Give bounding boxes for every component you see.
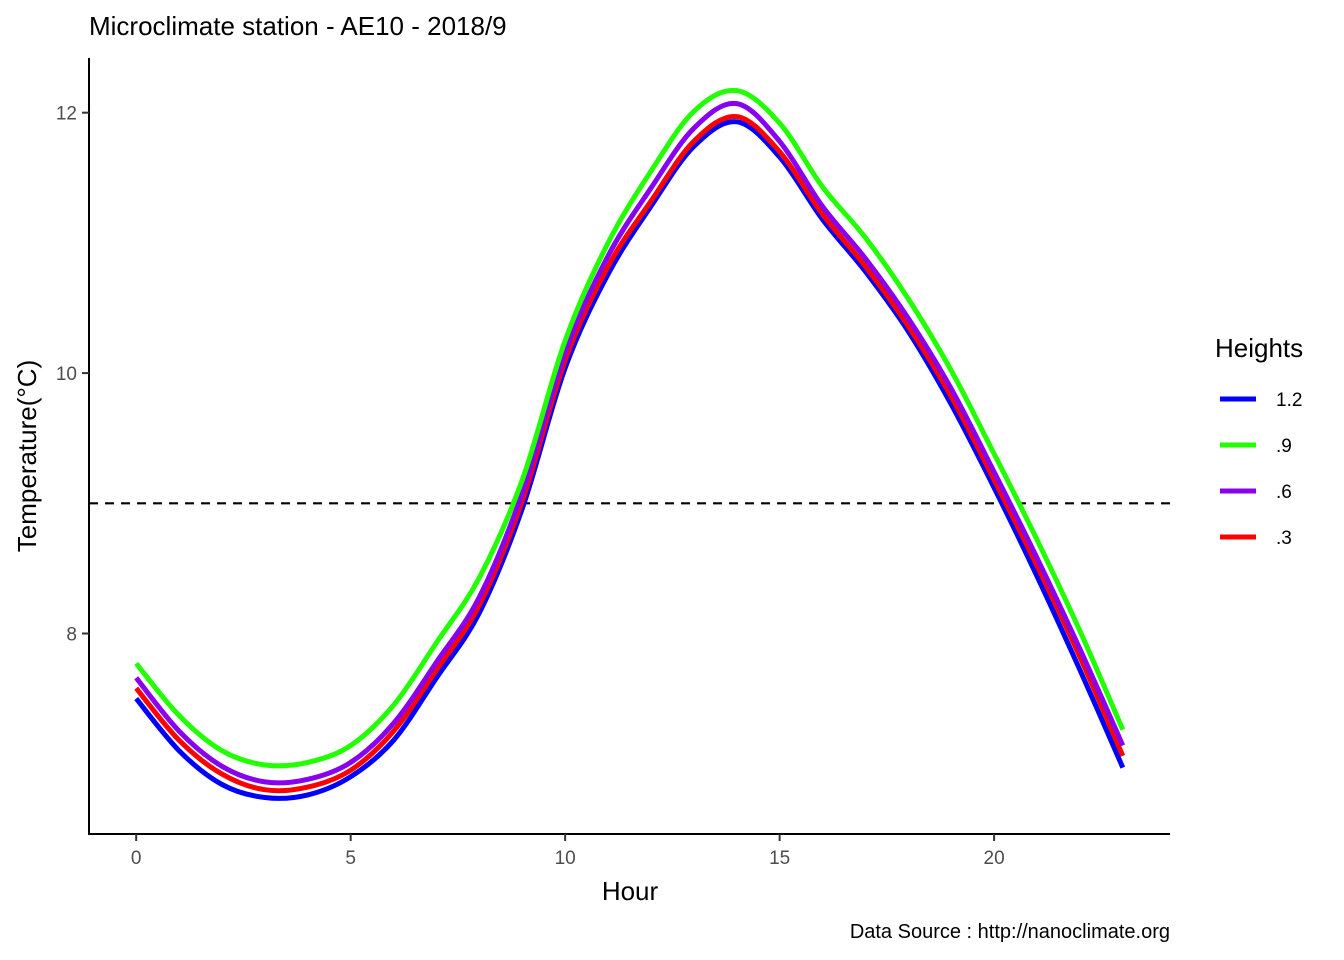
x-tick-label: 0: [131, 848, 142, 869]
x-tick-label: 5: [345, 848, 356, 869]
legend-label-p6: .6: [1276, 482, 1292, 503]
legend: Heights 1.2 .9 .6 .3: [1215, 333, 1303, 549]
plot-area: [89, 87, 1170, 801]
series-line-p6: [134, 100, 1126, 786]
series-line-1p2: [134, 119, 1126, 801]
axes: 0 5 10 15 20 8 10 12: [56, 58, 1170, 869]
legend-title: Heights: [1215, 333, 1303, 363]
y-tick-label: 12: [56, 104, 77, 125]
y-tick-label: 8: [66, 624, 77, 645]
x-axis-title: Hour: [602, 876, 659, 906]
y-axis-title: Temperature(°C): [12, 360, 42, 552]
x-tick-label: 20: [984, 848, 1005, 869]
data-source-caption: Data Source : http://nanoclimate.org: [850, 921, 1170, 943]
x-tick-label: 15: [769, 848, 790, 869]
y-tick-label: 10: [56, 364, 77, 385]
series-line-p3: [134, 114, 1126, 794]
series-line-p9: [134, 87, 1126, 769]
legend-label-p9: .9: [1276, 436, 1292, 457]
x-tick-label: 10: [555, 848, 576, 869]
legend-label-1p2: 1.2: [1276, 390, 1302, 411]
legend-label-p3: .3: [1276, 528, 1292, 549]
chart-title: Microclimate station - AE10 - 2018/9: [89, 11, 507, 41]
